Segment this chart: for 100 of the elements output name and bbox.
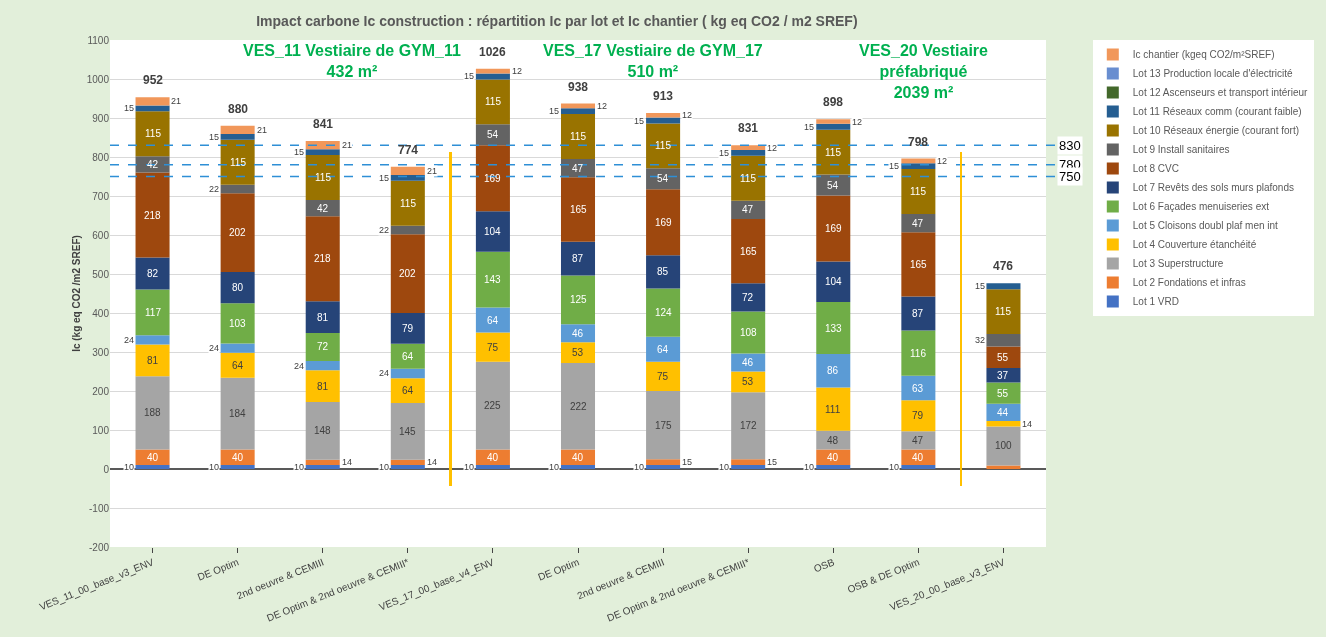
total-label: 952 (143, 73, 164, 87)
bar (731, 311, 766, 354)
total-label: 898 (823, 95, 844, 109)
bar (816, 174, 851, 196)
bar (135, 335, 170, 345)
bar (135, 376, 170, 450)
data-label: 82 (147, 268, 159, 279)
bar (475, 332, 510, 362)
bar (816, 430, 851, 450)
data-label: 64 (232, 360, 244, 371)
data-label: 64 (402, 385, 414, 396)
legend-label: Lot 3 Superstructure (1132, 258, 1224, 270)
bar (646, 459, 681, 466)
data-label: 64 (657, 344, 669, 355)
data-label: 37 (997, 370, 1009, 381)
data-label: 218 (314, 253, 332, 264)
data-label: 202 (399, 268, 417, 279)
data-label: 14 (1022, 419, 1033, 429)
legend-label: Lot 5 Cloisons doubl plaf men int (1132, 220, 1279, 232)
bar (135, 172, 170, 258)
bar (220, 184, 255, 194)
y-axis-title: Ic (kg eq CO2 /m2 SREF) (71, 235, 82, 352)
data-label: 165 (740, 246, 758, 257)
bar (390, 180, 425, 226)
data-label: 15 (379, 173, 390, 183)
bar (305, 401, 340, 460)
data-label: 10 (804, 462, 815, 472)
y-tick-label: 0 (103, 463, 110, 475)
bar (731, 465, 766, 469)
data-label: 75 (487, 342, 499, 353)
data-label: 115 (825, 147, 842, 158)
legend-label: Lot 2 Fondations et infras (1132, 277, 1246, 289)
data-label: 87 (572, 253, 584, 264)
bar (135, 289, 170, 336)
data-label: 10 (719, 462, 730, 472)
data-label: 54 (827, 180, 839, 191)
bar (646, 391, 681, 460)
bar (986, 421, 1021, 427)
data-label: 169 (825, 223, 843, 234)
bar (816, 387, 851, 431)
data-label: 10 (124, 462, 135, 472)
bar (390, 166, 425, 175)
data-label: 12 (682, 110, 693, 120)
bar (390, 313, 425, 344)
data-label: 15 (209, 132, 220, 142)
data-label: 63 (912, 383, 924, 394)
data-label: 175 (655, 420, 673, 431)
data-label: 79 (402, 323, 414, 334)
data-label: 12 (767, 143, 778, 153)
bar (731, 200, 766, 220)
data-label: 117 (145, 307, 162, 318)
bar (305, 216, 340, 302)
bar (220, 125, 255, 134)
x-tick-label: OSB (812, 556, 837, 575)
bar (560, 324, 596, 343)
data-label: 87 (912, 308, 924, 319)
data-label: 47 (742, 204, 754, 215)
total-label: 1026 (479, 45, 507, 59)
y-tick-label: 1100 (87, 34, 110, 46)
y-tick-label: -100 (88, 502, 110, 514)
bar (986, 426, 1021, 466)
data-label: 15 (719, 148, 730, 158)
y-tick-label: 800 (92, 151, 110, 163)
bar (390, 465, 425, 469)
bar (475, 465, 510, 469)
data-label: 46 (742, 357, 754, 368)
bar (901, 431, 936, 450)
data-label: 165 (910, 259, 928, 270)
bar (305, 370, 340, 402)
data-label: 184 (229, 408, 247, 419)
data-label: 103 (229, 318, 247, 329)
bar (901, 232, 936, 297)
annotation: VES_11 Vestiaire de GYM_11 432 m² (243, 42, 462, 80)
bar (390, 368, 425, 379)
bar (646, 288, 681, 337)
data-label: 104 (825, 276, 843, 287)
bar (816, 302, 851, 354)
data-label: 10 (889, 462, 900, 472)
legend-label: Lot 12 Ascenseurs et transport intérieur (1132, 87, 1309, 99)
bar (135, 344, 170, 377)
bar (986, 289, 1021, 335)
annotation: VES_17 Vestiaire de GYM_17 510 m² (543, 42, 763, 80)
data-label: 115 (910, 186, 927, 197)
bar (646, 361, 681, 391)
data-label: 115 (145, 128, 162, 139)
y-tick-label: 400 (92, 307, 110, 319)
data-label: 24 (209, 343, 220, 353)
data-label: 15 (889, 161, 900, 171)
total-label: 880 (228, 102, 249, 116)
data-label: 10 (549, 462, 560, 472)
data-label: 53 (572, 347, 584, 358)
data-label: 21 (342, 140, 353, 150)
data-label: 143 (484, 274, 502, 285)
data-label: 22 (209, 184, 220, 194)
data-label: 40 (572, 452, 584, 463)
bar (475, 361, 510, 450)
bar (135, 111, 170, 157)
data-label: 44 (997, 407, 1009, 418)
bar (390, 174, 425, 181)
bar (220, 193, 255, 273)
